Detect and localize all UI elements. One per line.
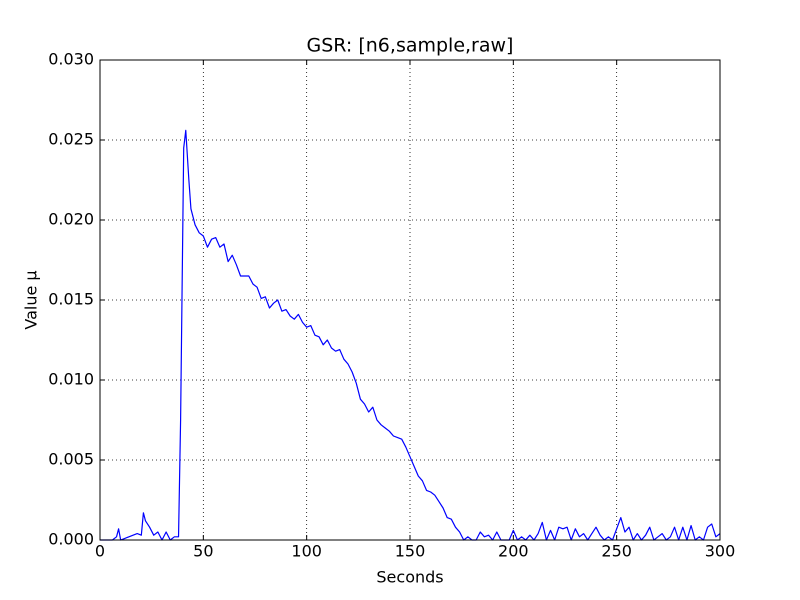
y-tick-label: 0.015: [48, 290, 94, 309]
x-tick-label: 50: [193, 542, 213, 561]
y-tick-label: 0.000: [48, 530, 94, 549]
y-tick-label: 0.020: [48, 210, 94, 229]
y-tick-label: 0.010: [48, 370, 94, 389]
y-axis-label: Value µ: [22, 270, 41, 329]
x-tick-label: 200: [498, 542, 529, 561]
x-tick-label: 150: [395, 542, 426, 561]
chart-title: GSR: [n6,sample,raw]: [307, 35, 514, 57]
x-tick-label: 0: [95, 542, 105, 561]
x-tick-label: 300: [705, 542, 736, 561]
y-tick-label: 0.005: [48, 450, 94, 469]
y-tick-label: 0.025: [48, 130, 94, 149]
data-line: [100, 129, 721, 541]
plot-frame: [99, 59, 721, 541]
x-axis-label: Seconds: [376, 568, 443, 587]
x-tick-label: 250: [601, 542, 632, 561]
x-tick-label: 100: [291, 542, 322, 561]
y-tick-label: 0.030: [48, 50, 94, 69]
